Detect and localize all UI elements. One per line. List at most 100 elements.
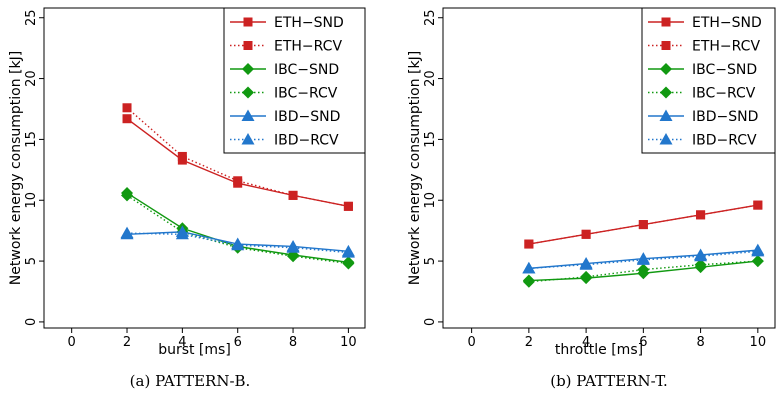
legend-label: ETH−SND xyxy=(274,15,344,31)
data-point-marker xyxy=(696,210,706,220)
y-tick-label: 15 xyxy=(24,131,39,148)
y-tick-label: 5 xyxy=(24,257,39,265)
data-point-marker xyxy=(522,275,535,288)
data-point-marker xyxy=(122,103,132,113)
plot-frame xyxy=(442,7,776,329)
y-tick-label: 20 xyxy=(24,70,39,87)
x-tick-label: 10 xyxy=(750,335,767,350)
y-tick-label: 25 xyxy=(423,9,438,26)
data-point-marker xyxy=(751,244,765,257)
series-IBD−RCV xyxy=(120,226,355,258)
legend-label: IBD−RCV xyxy=(274,133,339,149)
legend-swatch-marker xyxy=(659,133,673,145)
x-tick-label: 2 xyxy=(525,335,533,350)
x-axis-label: throttle [ms] xyxy=(555,342,643,358)
legend-swatch-marker xyxy=(243,17,253,27)
data-point-marker xyxy=(121,189,134,202)
legend-label: ETH−RCV xyxy=(692,39,760,55)
series-IBC−SND xyxy=(121,186,355,269)
series-line xyxy=(126,107,349,208)
x-tick-label: 0 xyxy=(68,335,76,350)
data-point-marker xyxy=(287,250,300,263)
figure-caption: (a) PATTERN-B. xyxy=(130,372,251,390)
legend-swatch-marker xyxy=(241,109,255,121)
data-point-marker xyxy=(286,241,300,253)
data-point-marker xyxy=(694,258,707,271)
data-point-marker xyxy=(581,229,591,239)
x-tick-label: 4 xyxy=(582,335,590,350)
y-tick-label: 15 xyxy=(423,131,438,148)
data-point-marker xyxy=(753,200,763,210)
chart-panel-2: 0 2 4 6 8 10 0 5 10 15 20 25 throttle [ms] Network en… xyxy=(407,7,776,390)
legend-swatch-marker xyxy=(242,63,254,75)
legend-label: IBD−RCV xyxy=(692,133,757,149)
legend-label: IBC−RCV xyxy=(692,86,756,102)
x-tick-label: 6 xyxy=(639,335,647,350)
figure-caption: (b) PATTERN-T. xyxy=(550,372,668,390)
legend-box xyxy=(223,7,366,154)
y-axis-label: Network energy consumption [kJ] xyxy=(8,51,24,285)
y-tick-label: 25 xyxy=(24,9,39,26)
series-ETH−RCV xyxy=(524,200,763,249)
data-point-marker xyxy=(637,263,650,276)
legend-swatch-marker xyxy=(661,17,671,27)
series-ETH−RCV xyxy=(122,103,353,211)
series-IBD−RCV xyxy=(522,244,765,274)
legend: ETH−SND ETH−RCV IBC−SND IBC−RCV IBD−SND IBD−R… xyxy=(641,7,776,154)
data-point-marker xyxy=(288,190,298,200)
series-line xyxy=(126,194,349,265)
x-tick-label: 2 xyxy=(123,335,131,350)
data-point-marker xyxy=(231,238,245,251)
data-point-marker xyxy=(751,255,764,268)
x-tick-label: 0 xyxy=(467,335,475,350)
data-point-marker xyxy=(638,220,648,230)
legend-label: IBC−RCV xyxy=(274,86,338,102)
data-point-marker xyxy=(233,176,243,186)
legend-box xyxy=(641,7,776,154)
data-point-marker xyxy=(580,270,593,283)
data-point-marker xyxy=(694,249,708,262)
legend-swatch-marker xyxy=(660,63,672,75)
y-tick-label: 5 xyxy=(423,257,438,265)
x-tick-label: 10 xyxy=(340,335,357,350)
legend-label: IBC−SND xyxy=(692,62,757,78)
legend-label: IBC−SND xyxy=(274,62,339,78)
legend-swatch-marker xyxy=(660,86,672,99)
series-IBC−RCV xyxy=(522,255,764,288)
legend-swatch-marker xyxy=(242,86,254,99)
y-axis-label: Network energy consumption [kJ] xyxy=(407,51,423,285)
plot-frame xyxy=(43,7,366,329)
legend: ETH−SND ETH−RCV IBC−SND IBC−RCV IBD−SND IBD−R… xyxy=(223,7,366,154)
x-tick-label: 8 xyxy=(289,335,297,350)
x-tick-label: 6 xyxy=(234,335,242,350)
data-point-marker xyxy=(524,239,534,249)
data-point-marker xyxy=(175,227,189,240)
legend-swatch-marker xyxy=(659,109,673,121)
series-IBC−RCV xyxy=(121,189,355,270)
legend-label: ETH−RCV xyxy=(274,39,342,55)
data-point-marker xyxy=(522,261,536,274)
legend-swatch-marker xyxy=(243,41,253,50)
data-point-marker xyxy=(177,151,187,161)
y-tick-label: 10 xyxy=(423,192,438,209)
data-point-marker xyxy=(343,201,353,211)
x-axis-label: burst [ms] xyxy=(158,342,231,358)
y-tick-label: 20 xyxy=(423,70,438,87)
chart-panel-1: 0 2 4 6 8 10 0 5 10 15 20 25 burst [ms] Network energ… xyxy=(8,7,366,390)
data-point-marker xyxy=(636,253,650,265)
data-point-marker xyxy=(342,257,355,270)
data-point-marker xyxy=(341,246,355,258)
legend-label: ETH−SND xyxy=(692,15,762,31)
data-point-marker xyxy=(579,258,593,270)
legend-swatch-marker xyxy=(661,41,671,50)
data-point-marker xyxy=(122,114,132,124)
legend-swatch-marker xyxy=(241,133,255,145)
x-tick-label: 4 xyxy=(178,335,186,350)
legend-label: IBD−SND xyxy=(692,109,758,125)
y-tick-label: 0 xyxy=(423,318,438,326)
legend-label: IBD−SND xyxy=(274,109,340,125)
x-tick-label: 8 xyxy=(696,335,704,350)
y-tick-label: 0 xyxy=(24,318,39,326)
y-tick-label: 10 xyxy=(24,192,39,209)
